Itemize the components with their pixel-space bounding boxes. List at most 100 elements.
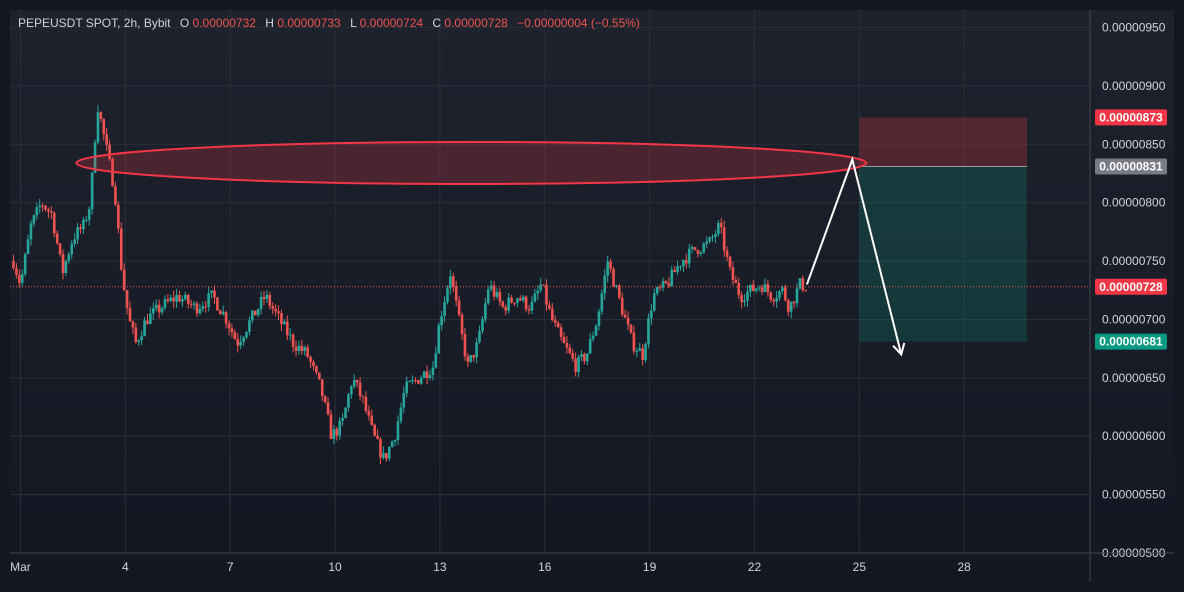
candle-body [661,281,665,288]
price-chart[interactable]: 0.00000950 0.00000900 0.00000850 0.00000800… [10,10,1174,582]
candle-body [52,212,56,234]
candle-body [122,269,126,291]
price-tick-label: 0.00000950 [1102,21,1166,35]
candle-body [35,207,39,216]
candle-body [382,453,385,458]
candle-body [306,347,309,357]
stop-loss-price-badge: 0.00000873 [1095,109,1167,126]
candle-body [728,256,732,268]
candle-body [463,333,467,357]
candle-body [370,415,374,425]
candle-body [565,343,569,348]
candle-body [743,300,746,302]
candle-body [105,134,108,145]
candle-body [23,254,27,275]
candle-body [309,356,312,362]
candle-body [361,396,365,398]
time-tick-label: 22 [748,560,762,574]
candle-body [574,358,577,372]
candle-body [545,285,548,305]
candle-body [454,286,458,301]
candle-body [510,297,513,303]
candle-body [553,320,557,323]
candle-body [318,372,321,380]
candle-body [513,302,516,304]
candle-body [227,323,231,329]
stop-loss-price-badge-text: 0.00000873 [1099,110,1163,124]
candle-body [414,380,417,382]
candle-body [242,337,245,342]
candle-body [772,299,775,302]
candle-body [492,285,496,297]
candle-body [411,380,414,382]
price-axis[interactable]: 0.00000950 0.00000900 0.00000850 0.00000800… [1089,10,1167,582]
candle-body [696,249,700,254]
entry-price-badge-text: 0.00000831 [1099,159,1163,173]
candle-body [644,344,647,360]
candle-body [221,312,225,315]
candle-body [419,377,423,384]
candle-body [96,112,100,143]
candle-body [367,410,371,416]
candle-body [338,420,342,436]
time-tick-label: 13 [433,560,447,574]
high-value: 0.00000733 [277,16,341,30]
low-label: L [350,16,357,30]
candle-body [594,325,598,336]
candle-body [533,293,537,302]
candle-body [527,309,531,311]
candle-body [396,421,400,441]
candle-body [489,285,493,290]
candle-body [99,112,103,120]
target-price-badge-bg [1095,333,1167,350]
candle-body [484,303,487,320]
candle-body [775,297,778,302]
candle-body [536,290,540,294]
target-price-badge: 0.00000681 [1095,333,1167,350]
candle-body [667,283,671,286]
entry-price-badge-bg [1095,158,1167,175]
candle-body [682,260,685,267]
candle-body [737,283,741,296]
candle-body [131,321,135,328]
candle-body [752,284,755,291]
candle-body [478,331,481,343]
stop-loss-zone [859,117,1028,167]
candle-body [233,332,237,340]
candle-body [475,342,478,358]
candle-body [38,205,42,208]
candle-body [795,288,799,304]
candle-body [335,429,339,436]
candle-body [291,334,295,347]
price-tick-label: 0.00000650 [1102,371,1166,385]
candle-body [152,308,155,314]
candle-body [647,318,650,345]
candle-body [781,287,784,292]
candle-body [236,339,240,346]
candle-body [670,269,674,286]
price-tick-label: 0.00000700 [1102,312,1166,326]
candle-body [332,429,336,440]
candle-body [693,247,697,250]
candle-body [125,290,129,308]
candle-body [583,354,586,362]
candle-body [12,261,15,269]
candle-body [239,341,242,346]
candle-body [556,322,560,328]
open-value: 0.00000732 [193,16,257,30]
chart-panel[interactable]: 0.00000950 0.00000900 0.00000850 0.00000800… [10,10,1174,582]
candle-body [495,291,499,297]
candle-body [134,327,138,342]
candle-body [725,250,729,257]
candle-body [230,328,234,333]
candle-body [597,311,601,326]
candle-body [507,297,510,311]
candle-body [224,312,228,324]
time-axis[interactable]: Mar 4 7 10 13 16 19 22 25 28 [10,552,1174,574]
annotation-layer [859,117,1028,342]
candle-body [312,361,315,367]
candle-body [440,316,443,326]
close-label: C [432,16,441,30]
candle-body [198,308,202,314]
candle-body [350,386,353,395]
